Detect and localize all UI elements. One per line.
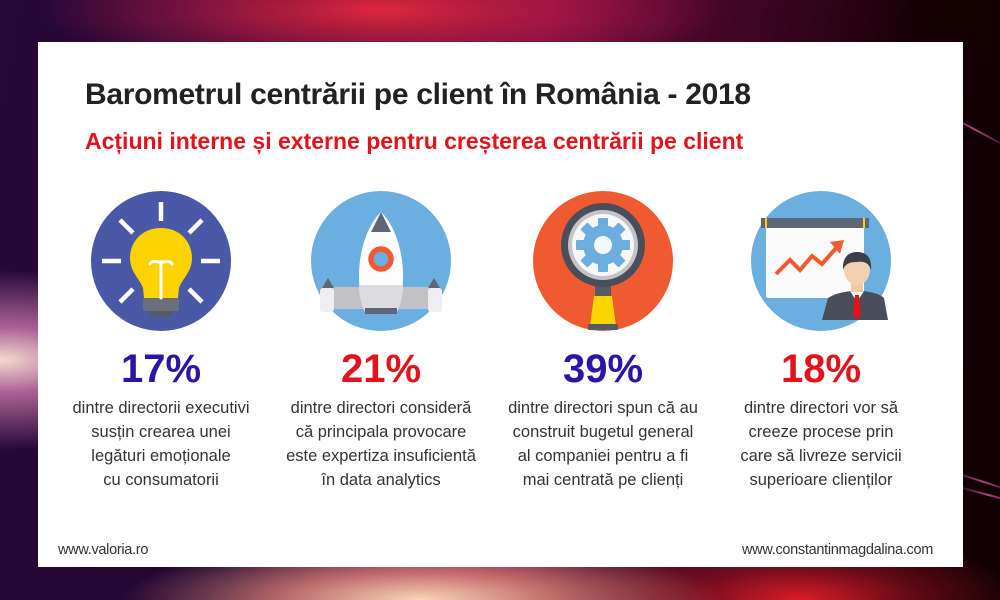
footer-link-valoria[interactable]: www.valoria.ro bbox=[58, 542, 149, 558]
stat-percent: 17% bbox=[120, 347, 202, 391]
stat-card: 18% dintre directori vor să creeze proce… bbox=[706, 190, 936, 492]
stat-percent: 39% bbox=[562, 347, 644, 391]
stat-description: dintre directori consideră că principala… bbox=[286, 399, 476, 489]
stat-card: 39% dintre directori spun că au construi… bbox=[488, 190, 718, 492]
magnifier-gear-icon bbox=[532, 190, 674, 332]
stat-description: dintre directorii executivi susțin crear… bbox=[72, 399, 250, 489]
lightbulb-icon bbox=[90, 190, 232, 332]
stat-card: 21% dintre directori consideră că princi… bbox=[266, 190, 496, 492]
footer-link-constantinmagdalina[interactable]: www.constantinmagdalina.com bbox=[742, 542, 933, 558]
stat-percent: 21% bbox=[340, 347, 422, 391]
stat-description: dintre directori vor să creeze procese p… bbox=[740, 399, 902, 489]
stat-description: dintre directori spun că au construit bu… bbox=[508, 399, 698, 489]
presentation-growth-icon bbox=[750, 190, 892, 332]
stat-percent: 18% bbox=[780, 347, 862, 391]
rocket-icon bbox=[310, 190, 452, 332]
stat-card: 17% dintre directorii executivi susțin c… bbox=[46, 190, 276, 492]
infographic-card: Barometrul centrării pe client în Români… bbox=[38, 42, 963, 567]
page-title: Barometrul centrării pe client în Români… bbox=[85, 78, 751, 111]
page-subtitle: Acțiuni interne și externe pentru crește… bbox=[85, 128, 744, 154]
